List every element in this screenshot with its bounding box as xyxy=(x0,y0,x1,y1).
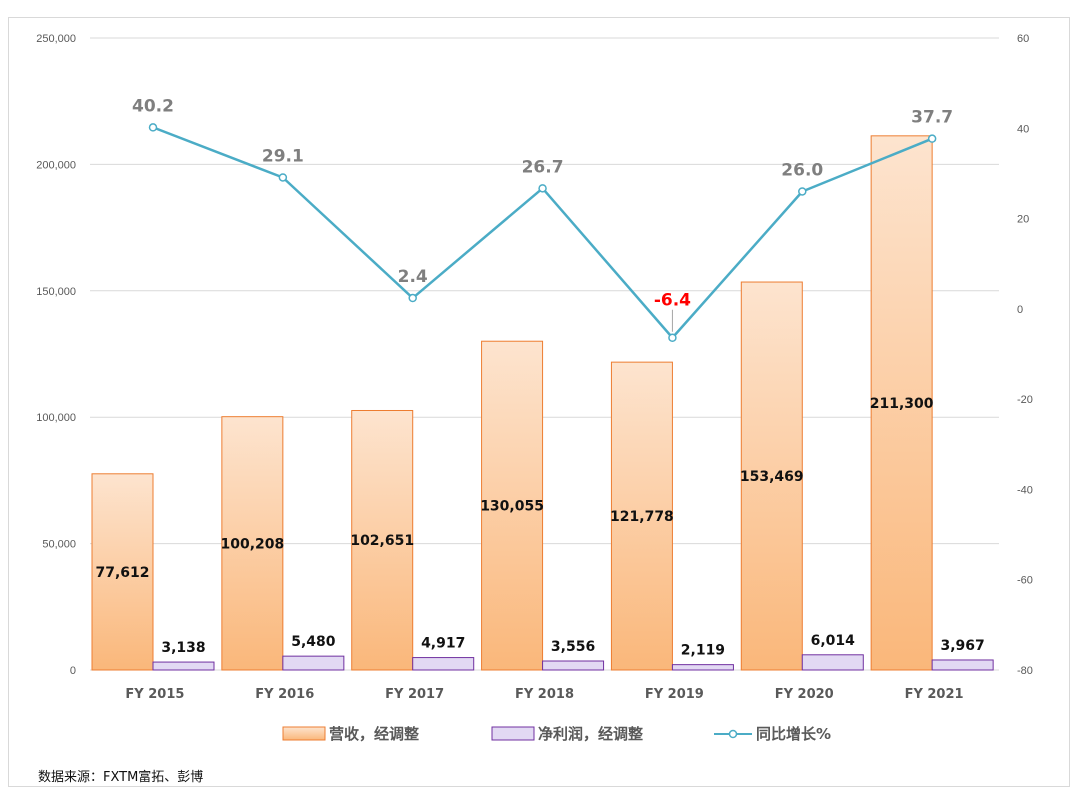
revenue-value-label: 211,300 xyxy=(870,396,934,412)
revenue-bars xyxy=(91,135,933,671)
yoy-growth-label: -6.4 xyxy=(654,291,691,311)
revenue-value-label: 121,778 xyxy=(610,509,674,525)
legend-swatch-yoy-marker xyxy=(728,729,738,739)
legend: 营收，经调整 净利润，经调整 同比增长% xyxy=(282,725,831,743)
yoy-growth-label: 37.7 xyxy=(911,108,953,128)
yoy-growth-marker xyxy=(278,173,288,182)
right-axis-tick: -80 xyxy=(1017,665,1033,677)
left-axis-tick: 250,000 xyxy=(36,33,76,45)
right-axis: -80 -60 -40 -20 0 20 40 60 xyxy=(1017,33,1033,677)
revenue-bar xyxy=(740,281,803,671)
right-axis-tick: -20 xyxy=(1017,394,1033,406)
revenue-value-label: 102,651 xyxy=(350,533,414,549)
x-axis-category-label: FY 2021 xyxy=(905,687,964,702)
left-axis-tick: 0 xyxy=(70,665,76,677)
left-axis-tick: 100,000 xyxy=(36,412,76,424)
legend-label-yoy: 同比增长% xyxy=(756,725,831,743)
right-axis-tick: 60 xyxy=(1017,33,1029,45)
yoy-growth-label: 26.7 xyxy=(522,157,564,177)
net-profit-bars xyxy=(152,654,994,671)
x-axis-category-label: FY 2017 xyxy=(385,687,444,702)
chart-frame: 0 50,000 100,000 150,000 200,000 250,000 -80-… xyxy=(8,17,1070,787)
revenue-bar xyxy=(221,416,284,671)
net-profit-value-label: 3,138 xyxy=(161,640,205,656)
left-axis-tick: 150,000 xyxy=(36,286,76,298)
revenue-value-label: 100,208 xyxy=(220,536,284,552)
legend-swatch-revenue xyxy=(282,726,326,741)
yoy-growth-marker xyxy=(148,123,158,132)
net-profit-value-label: 5,480 xyxy=(291,634,336,650)
revenue-value-label: 130,055 xyxy=(480,499,544,515)
yoy-growth-marker xyxy=(408,293,417,303)
net-profit-value-label: 3,556 xyxy=(551,639,595,655)
source-note: 数据来源：FXTM富拓、彭博 xyxy=(38,770,204,785)
legend-swatch-net-profit xyxy=(491,726,535,741)
revenue-value-label: 153,469 xyxy=(740,469,804,485)
right-axis-tick: 0 xyxy=(1017,304,1023,316)
legend-label-net-profit: 净利润，经调整 xyxy=(538,725,643,743)
net-profit-bar xyxy=(801,654,864,671)
yoy-growth-label: 2.4 xyxy=(398,267,428,287)
right-axis-tick: -40 xyxy=(1017,484,1033,496)
net-profit-bar xyxy=(542,660,605,671)
revenue-bar xyxy=(610,361,673,671)
data-labels: 77,612 3,138 100,208 5,480 102,651 4,917 130,0… xyxy=(95,96,984,658)
x-axis-category-label: FY 2020 xyxy=(775,687,834,702)
left-axis-tick: 200,000 xyxy=(36,159,76,171)
x-axis-category-label: FY 2019 xyxy=(645,687,704,702)
net-profit-bar xyxy=(671,664,734,671)
net-profit-value-label: 3,967 xyxy=(940,638,984,654)
net-profit-value-label: 6,014 xyxy=(811,633,856,649)
legend-label-revenue: 营收，经调整 xyxy=(329,725,419,743)
yoy-growth-line xyxy=(148,123,937,342)
net-profit-bar xyxy=(412,657,475,671)
yoy-growth-marker xyxy=(668,333,677,342)
revenue-value-label: 77,612 xyxy=(95,565,149,581)
revenue-bar xyxy=(870,135,933,671)
x-axis-category-label: FY 2018 xyxy=(515,687,574,702)
revenue-bar xyxy=(91,473,154,671)
yoy-growth-label: 29.1 xyxy=(262,146,304,166)
right-axis-tick: -60 xyxy=(1017,575,1033,587)
yoy-growth-label: 40.2 xyxy=(132,96,174,116)
x-axis: FY 2015 FY 2016 FY 2017 FY 2018 FY 2019 FY 20… xyxy=(125,687,963,702)
revenue-bar xyxy=(481,340,544,671)
net-profit-value-label: 2,119 xyxy=(681,643,725,659)
yoy-growth-label: 26.0 xyxy=(781,160,823,180)
left-axis: 0 50,000 100,000 150,000 200,000 250,000 xyxy=(36,33,76,677)
left-axis-tick: 50,000 xyxy=(42,539,76,551)
revenue-bar xyxy=(351,409,414,671)
net-profit-bar xyxy=(152,661,215,671)
yoy-growth-marker xyxy=(538,184,547,193)
right-axis-tick: 40 xyxy=(1017,123,1029,135)
net-profit-bar xyxy=(282,655,345,671)
x-axis-category-label: FY 2016 xyxy=(255,687,314,702)
net-profit-bar xyxy=(931,659,994,671)
net-profit-value-label: 4,917 xyxy=(421,636,465,652)
right-axis-tick: 20 xyxy=(1017,214,1029,226)
x-axis-category-label: FY 2015 xyxy=(125,687,184,702)
yoy-growth-marker xyxy=(927,134,937,143)
yoy-growth-marker xyxy=(798,187,807,196)
